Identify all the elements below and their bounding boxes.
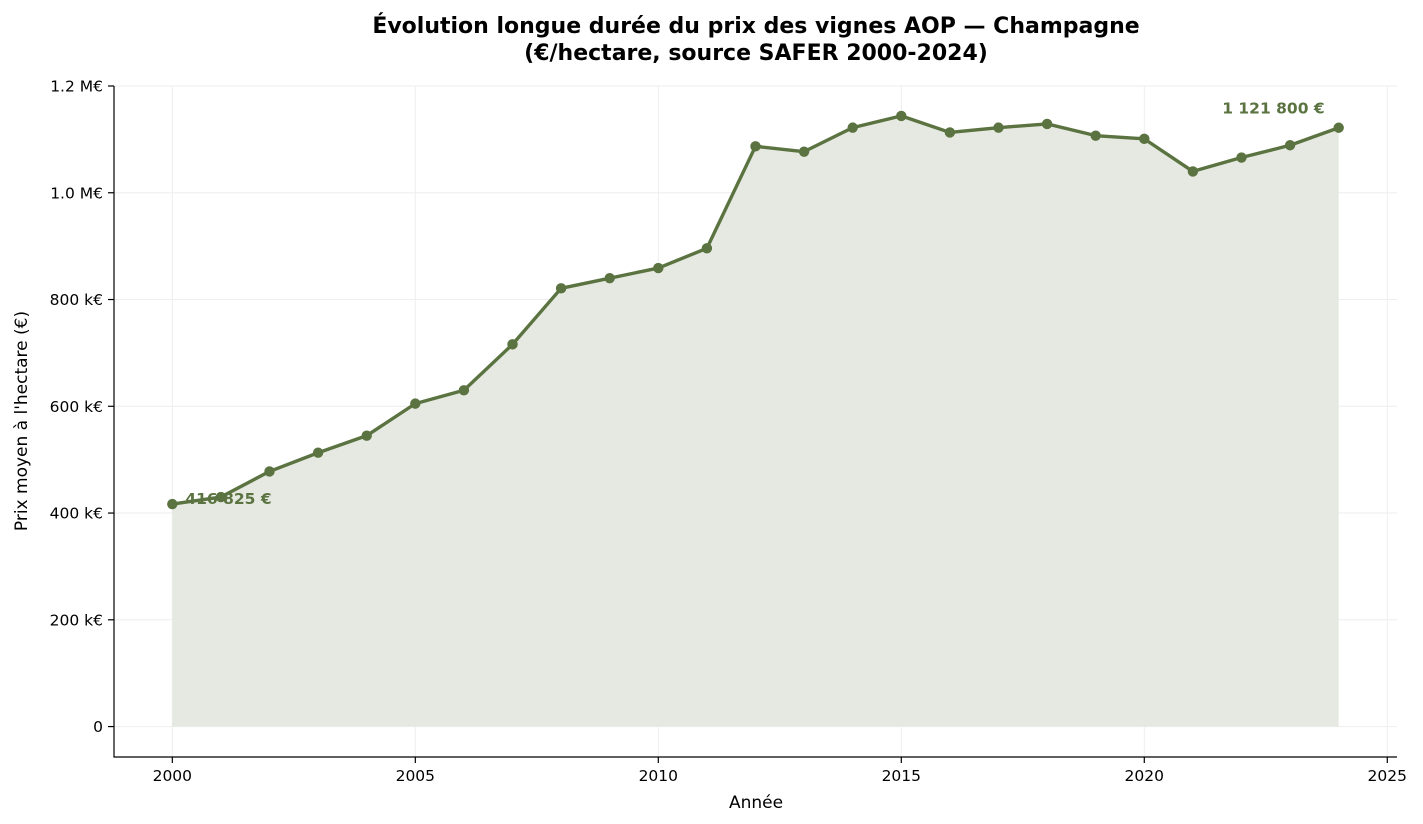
- data-point: [798, 146, 810, 157]
- data-point: [993, 122, 1004, 133]
- data-point: [653, 262, 664, 274]
- data-point: [167, 498, 178, 510]
- x-axis-label: Année: [729, 793, 783, 813]
- data-point: [750, 141, 761, 152]
- area-fill: [172, 115, 1339, 727]
- data-point: [1041, 118, 1053, 130]
- y-tick-label: 800 k€: [50, 291, 103, 309]
- x-tick-label: 2000: [153, 767, 192, 785]
- y-tick-label: 1.0 M€: [50, 184, 103, 202]
- data-point: [312, 447, 324, 458]
- data-points: [167, 110, 1344, 510]
- data-point: [555, 283, 567, 294]
- data-point: [1139, 133, 1150, 145]
- x-tick-label: 2010: [639, 767, 678, 785]
- y-tick-label: 600 k€: [50, 398, 103, 416]
- data-point: [264, 466, 275, 477]
- data-point: [215, 491, 227, 503]
- data-point: [896, 110, 907, 122]
- x-tick-label: 2005: [396, 767, 435, 785]
- data-point: [361, 430, 372, 441]
- data-point: [944, 127, 956, 138]
- data-point: [701, 243, 713, 254]
- data-point: [604, 272, 615, 284]
- data-point: [410, 398, 421, 409]
- axis-spines: [113, 86, 1397, 758]
- data-point: [1090, 130, 1101, 141]
- x-tick-label: 2015: [882, 767, 921, 785]
- end-value-label: 1 121 800 €: [1222, 100, 1324, 118]
- y-tick-label: 0: [93, 718, 103, 736]
- y-tick-label: 200 k€: [50, 611, 103, 629]
- chart-title-line-2: (€/hectare, source SAFER 2000-2024): [524, 41, 988, 66]
- y-tick-label: 1.2 M€: [50, 78, 103, 96]
- y-axis-label: Prix moyen à l'hectare (€): [12, 311, 32, 531]
- data-point: [847, 122, 858, 133]
- x-tick-label: 2025: [1368, 767, 1407, 785]
- x-tick-label: 2020: [1125, 767, 1164, 785]
- data-point: [1236, 152, 1247, 163]
- axes: 2000 2005 2010 2015 2020 2025 0 200 k€ 400 k€ 600…: [50, 78, 1407, 786]
- data-point: [1333, 122, 1344, 133]
- y-tick-label: 400 k€: [50, 505, 103, 523]
- data-point: [1187, 166, 1199, 177]
- chart-title-line-1: Évolution longue durée du prix des vigne…: [372, 13, 1139, 39]
- annotations: 416 825 € 1 121 800 €: [185, 100, 1324, 508]
- start-value-label: 416 825 €: [185, 490, 271, 508]
- data-point: [458, 385, 470, 396]
- data-point: [507, 339, 518, 350]
- data-point: [1284, 140, 1296, 151]
